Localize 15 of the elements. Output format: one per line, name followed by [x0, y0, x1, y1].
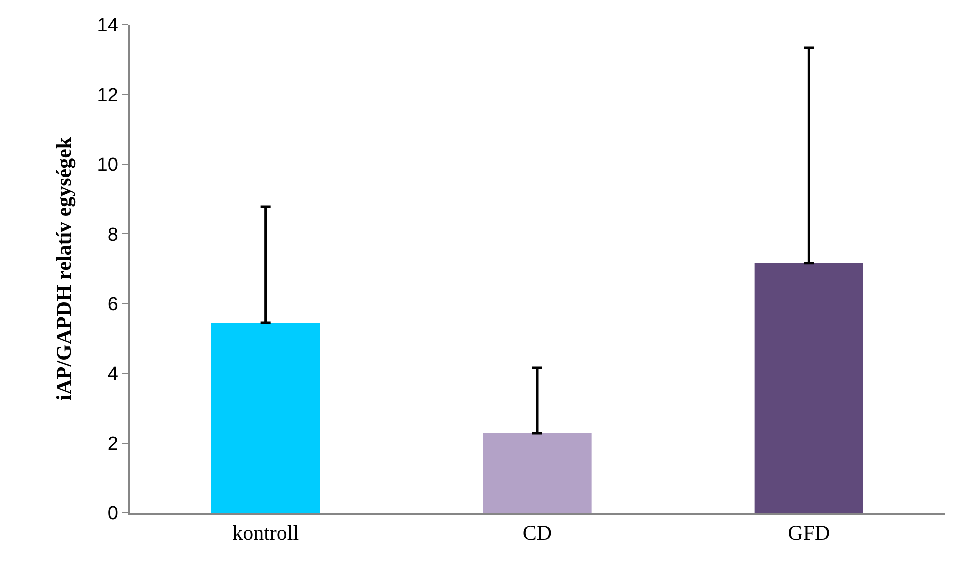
y-tick-label: 2 [108, 434, 118, 455]
x-tick-label: kontroll [232, 520, 300, 545]
x-tick-label: CD [522, 520, 552, 545]
y-tick-label: 12 [97, 85, 118, 106]
bar [212, 323, 320, 513]
y-tick-label: 4 [108, 364, 119, 386]
bar [483, 434, 592, 513]
y-tick-label: 8 [108, 224, 118, 246]
y-tick-label: 0 [108, 504, 118, 525]
y-tick-label: 14 [97, 16, 119, 37]
y-tick-label: 10 [97, 155, 118, 176]
y-axis-title: iAP/GAPDH relatív egységek [52, 137, 76, 401]
y-tick-label: 6 [108, 294, 118, 316]
bar [754, 263, 864, 513]
x-tick-label: GFD [788, 520, 830, 545]
